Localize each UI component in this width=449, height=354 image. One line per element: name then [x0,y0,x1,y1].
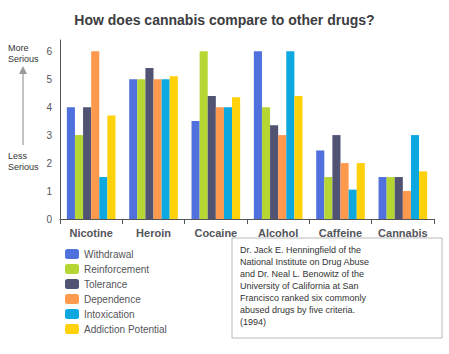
svg-text:Reinforcement: Reinforcement [84,264,149,275]
svg-text:Serious: Serious [8,162,39,172]
svg-text:(1994): (1994) [240,317,266,327]
svg-text:More: More [8,43,29,53]
svg-text:Cannabis: Cannabis [378,227,428,239]
svg-text:Addiction Potential: Addiction Potential [84,324,167,335]
svg-text:Alcohol: Alcohol [258,227,298,239]
svg-text:Serious: Serious [8,54,39,64]
svg-text:6: 6 [46,46,52,57]
svg-text:Nicotine: Nicotine [69,227,112,239]
svg-text:Caffeine: Caffeine [319,227,362,239]
svg-text:National Institute on Drug Abu: National Institute on Drug Abuse [240,257,369,267]
svg-text:4: 4 [46,102,52,113]
svg-text:3: 3 [46,130,52,141]
svg-text:Intoxication: Intoxication [84,309,135,320]
svg-text:and Dr. Neal L. Benowitz of th: and Dr. Neal L. Benowitz of the [240,269,364,279]
svg-text:0: 0 [46,214,52,225]
svg-text:Withdrawal: Withdrawal [84,249,133,260]
svg-text:Tolerance: Tolerance [84,279,128,290]
svg-text:Less: Less [8,151,28,161]
svg-text:Dr. Jack E. Henningfield of th: Dr. Jack E. Henningfield of the [240,245,361,255]
svg-text:Francisco ranked six commonly: Francisco ranked six commonly [240,293,367,303]
svg-text:1: 1 [46,186,52,197]
svg-text:Cocaine: Cocaine [194,227,237,239]
svg-text:University of California at Sa: University of California at San [240,281,359,291]
svg-text:5: 5 [46,74,52,85]
svg-text:2: 2 [46,158,52,169]
svg-text:abused drugs by five criteria.: abused drugs by five criteria. [240,305,355,315]
svg-text:Dependence: Dependence [84,294,141,305]
svg-text:How does cannabis compare to o: How does cannabis compare to other drugs… [74,12,374,28]
svg-text:Heroin: Heroin [136,227,171,239]
